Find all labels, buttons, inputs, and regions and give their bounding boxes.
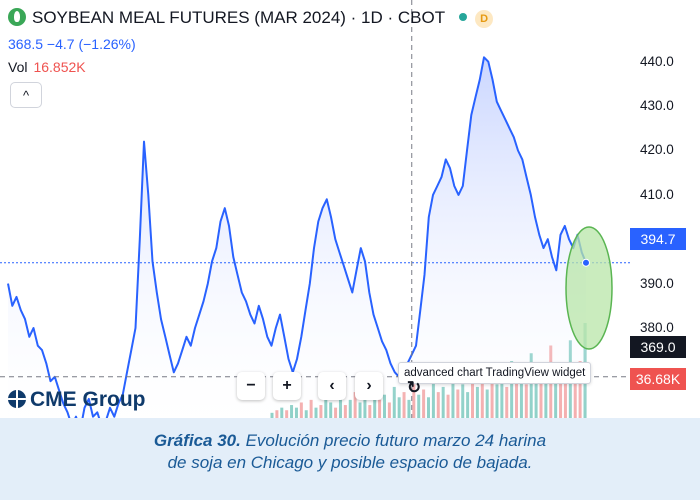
delayed-data-badge: D: [475, 10, 494, 28]
annotation-ellipse: [565, 226, 613, 350]
price-area: [8, 57, 586, 418]
cme-globe-icon: [8, 390, 26, 408]
zoom-out-button[interactable]: −: [237, 372, 265, 400]
volume-label: Vol: [8, 59, 28, 75]
market-status[interactable]: D: [459, 10, 494, 28]
soybean-logo-icon: [8, 8, 26, 26]
y-tick-label: 440.0: [640, 53, 674, 69]
volume-value: 16.852K: [33, 59, 86, 75]
scroll-right-button[interactable]: ›: [355, 372, 383, 400]
y-tick-label: 430.0: [640, 98, 674, 114]
volume-value-badge: 36.68K: [630, 368, 686, 390]
caption-line-2: de soja en Chicago y posible espacio de …: [167, 453, 533, 472]
y-tick-label: 410.0: [640, 186, 674, 202]
caption-label: Gráfica 30.: [153, 431, 241, 450]
collapse-legend-button[interactable]: ^: [10, 82, 42, 108]
scroll-left-button[interactable]: ‹: [318, 372, 346, 400]
caption-line-1: Evolución precio futuro marzo 24 harina: [245, 431, 547, 450]
widget-tooltip: advanced chart TradingView widget: [398, 362, 592, 384]
price-quote: 368.5 −4.7 (−1.26%): [8, 36, 136, 52]
y-tick-label: 380.0: [640, 319, 674, 335]
figure-caption: Gráfica 30. Evolución precio futuro marz…: [0, 430, 700, 474]
reset-chart-icon[interactable]: ↻: [406, 378, 422, 397]
chart-header: SOYBEAN MEAL FUTURES (MAR 2024) · 1D · C…: [8, 8, 494, 28]
zoom-in-button[interactable]: +: [273, 372, 301, 400]
market-open-dot-icon: [459, 13, 468, 21]
y-tick-label: 390.0: [640, 275, 674, 291]
price-chart[interactable]: [0, 0, 700, 418]
price-line: [7, 56, 587, 418]
last-price-badge: 394.7: [630, 228, 686, 250]
symbol-title: SOYBEAN MEAL FUTURES (MAR 2024) · 1D · C…: [32, 8, 446, 27]
cme-logo-text: CME Group: [30, 388, 146, 411]
chart-widget[interactable]: SOYBEAN MEAL FUTURES (MAR 2024) · 1D · C…: [0, 0, 700, 418]
y-tick-label: 420.0: [640, 142, 674, 158]
crosshair-price-badge: 369.0: [630, 336, 686, 358]
cme-group-logo[interactable]: CME Group: [8, 388, 146, 412]
last-price-marker: [582, 258, 590, 267]
volume-legend: Vol 16.852K: [8, 59, 86, 75]
